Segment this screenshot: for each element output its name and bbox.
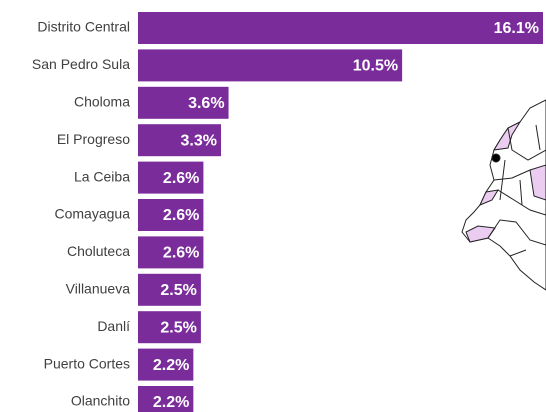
value-label: 2.5%: [160, 319, 196, 336]
bar: [138, 273, 201, 306]
bar: [138, 49, 403, 82]
category-label: Villanueva: [66, 281, 131, 297]
category-label: Olanchito: [71, 393, 130, 409]
bar: [138, 86, 229, 119]
category-label: El Progreso: [57, 131, 130, 147]
category-label: Puerto Cortes: [44, 355, 130, 371]
category-label: Comayagua: [55, 206, 131, 222]
value-label: 2.6%: [163, 207, 199, 224]
category-label: Choloma: [74, 94, 130, 110]
value-label: 16.1%: [494, 20, 539, 37]
map: [461, 99, 546, 291]
value-label: 2.6%: [163, 170, 199, 187]
category-label: Distrito Central: [37, 19, 130, 35]
value-label: 3.6%: [188, 95, 224, 112]
category-label: La Ceiba: [74, 168, 130, 184]
value-label: 2.2%: [153, 394, 189, 411]
bar: [138, 161, 204, 194]
value-label: 3.3%: [181, 132, 217, 149]
category-label: San Pedro Sula: [32, 56, 130, 72]
value-label: 2.5%: [160, 282, 196, 299]
bar: [138, 12, 543, 44]
category-label: Danlí: [97, 318, 130, 334]
bar: [138, 348, 194, 381]
value-label: 2.2%: [153, 357, 189, 374]
bar: [138, 311, 201, 344]
value-label: 10.5%: [353, 58, 398, 75]
bar: [138, 236, 204, 269]
bar: [138, 199, 204, 231]
category-label: Choluteca: [67, 243, 130, 259]
value-label: 2.6%: [163, 245, 199, 262]
bar: [138, 386, 194, 412]
bar: [138, 124, 222, 157]
